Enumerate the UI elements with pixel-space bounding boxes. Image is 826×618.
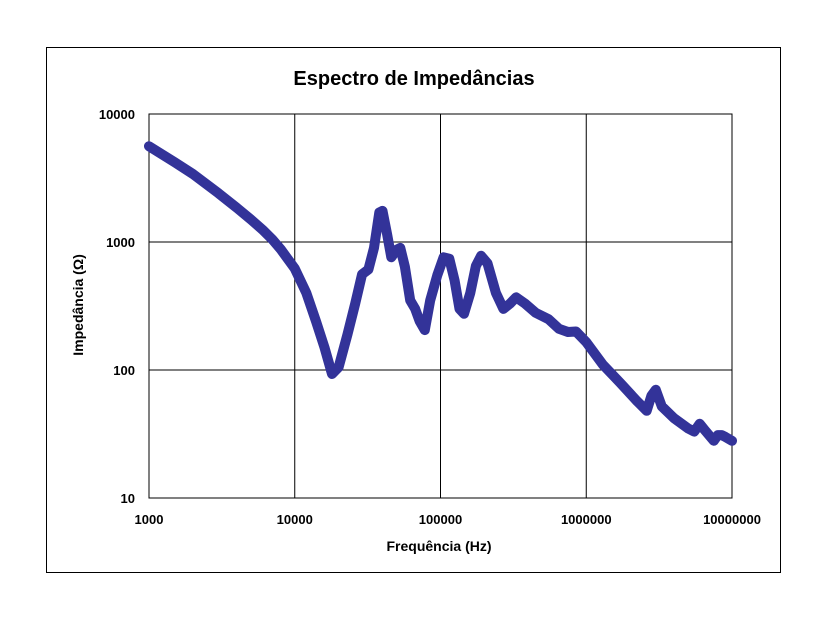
x-tick-label: 10000 [277, 512, 313, 527]
chart-svg: Espectro de Impedâncias 1000 10000 100000 1… [70, 68, 761, 554]
impedance-series-line [144, 141, 737, 446]
tick-labels: 1000 10000 100000 1000000 10000000 10 100 1000 1… [99, 107, 761, 527]
x-tick-label: 1000000 [561, 512, 612, 527]
chart-frame: Espectro de Impedâncias 1000 10000 100000 1… [46, 47, 781, 573]
x-tick-label: 1000 [135, 512, 164, 527]
y-tick-label: 10 [121, 491, 135, 506]
y-tick-label: 100 [113, 363, 135, 378]
chart-title: Espectro de Impedâncias [293, 68, 534, 90]
grid [148, 113, 733, 499]
x-tick-label: 100000 [419, 512, 462, 527]
x-tick-label: 10000000 [703, 512, 761, 527]
x-axis-label: Frequência (Hz) [386, 538, 491, 554]
y-tick-label: 10000 [99, 107, 135, 122]
y-axis-label: Impedância (Ω) [70, 254, 86, 355]
series-group [144, 141, 737, 446]
y-tick-label: 1000 [106, 235, 135, 250]
